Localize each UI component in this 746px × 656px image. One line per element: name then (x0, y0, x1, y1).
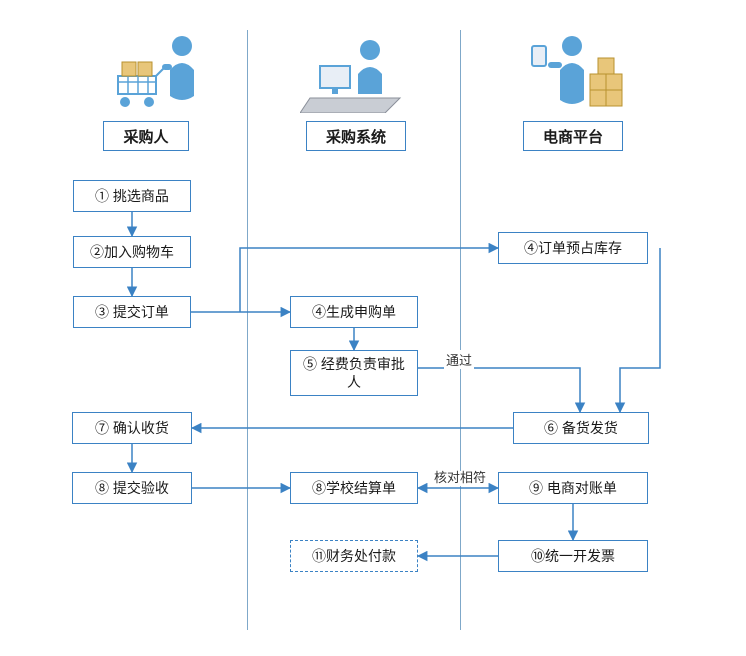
node-reserve-stock: ④订单预占库存 (498, 232, 648, 264)
edge-label-match: 核对相符 (432, 471, 488, 486)
node-select-goods: ① 挑选商品 (73, 180, 191, 212)
node-submit-order: ③ 提交订单 (73, 296, 191, 328)
node-add-cart: ②加入购物车 (73, 236, 191, 268)
node-ship: ⑥ 备货发货 (513, 412, 649, 444)
lane-header-ecommerce: 电商平台 (523, 121, 623, 151)
node-submit-acceptance: ⑧ 提交验收 (72, 472, 192, 504)
system-desk-icon (300, 28, 410, 113)
node-ecommerce-statement: ⑨ 电商对账单 (498, 472, 648, 504)
edge-label-pass: 通过 (444, 350, 474, 369)
buyer-cart-icon (110, 28, 220, 113)
ecommerce-icon (520, 28, 630, 113)
lane-divider-1 (247, 30, 248, 630)
node-issue-invoice: ⑩统一开发票 (498, 540, 648, 572)
lane-header-buyer: 采购人 (103, 121, 189, 151)
lane-header-system: 采购系统 (306, 121, 406, 151)
diagram-canvas: 采购人 采购系统 电商平台 ① 挑选商品 ②加入购物车 ③ 提交订单 ④生成申购… (0, 0, 746, 656)
node-approval: ⑤ 经费负责审批人 (290, 350, 418, 396)
node-finance-pay: ⑪财务处付款 (290, 540, 418, 572)
node-confirm-receipt: ⑦ 确认收货 (72, 412, 192, 444)
lane-divider-2 (460, 30, 461, 630)
node-school-settlement: ⑧学校结算单 (290, 472, 418, 504)
node-gen-requisition: ④生成申购单 (290, 296, 418, 328)
